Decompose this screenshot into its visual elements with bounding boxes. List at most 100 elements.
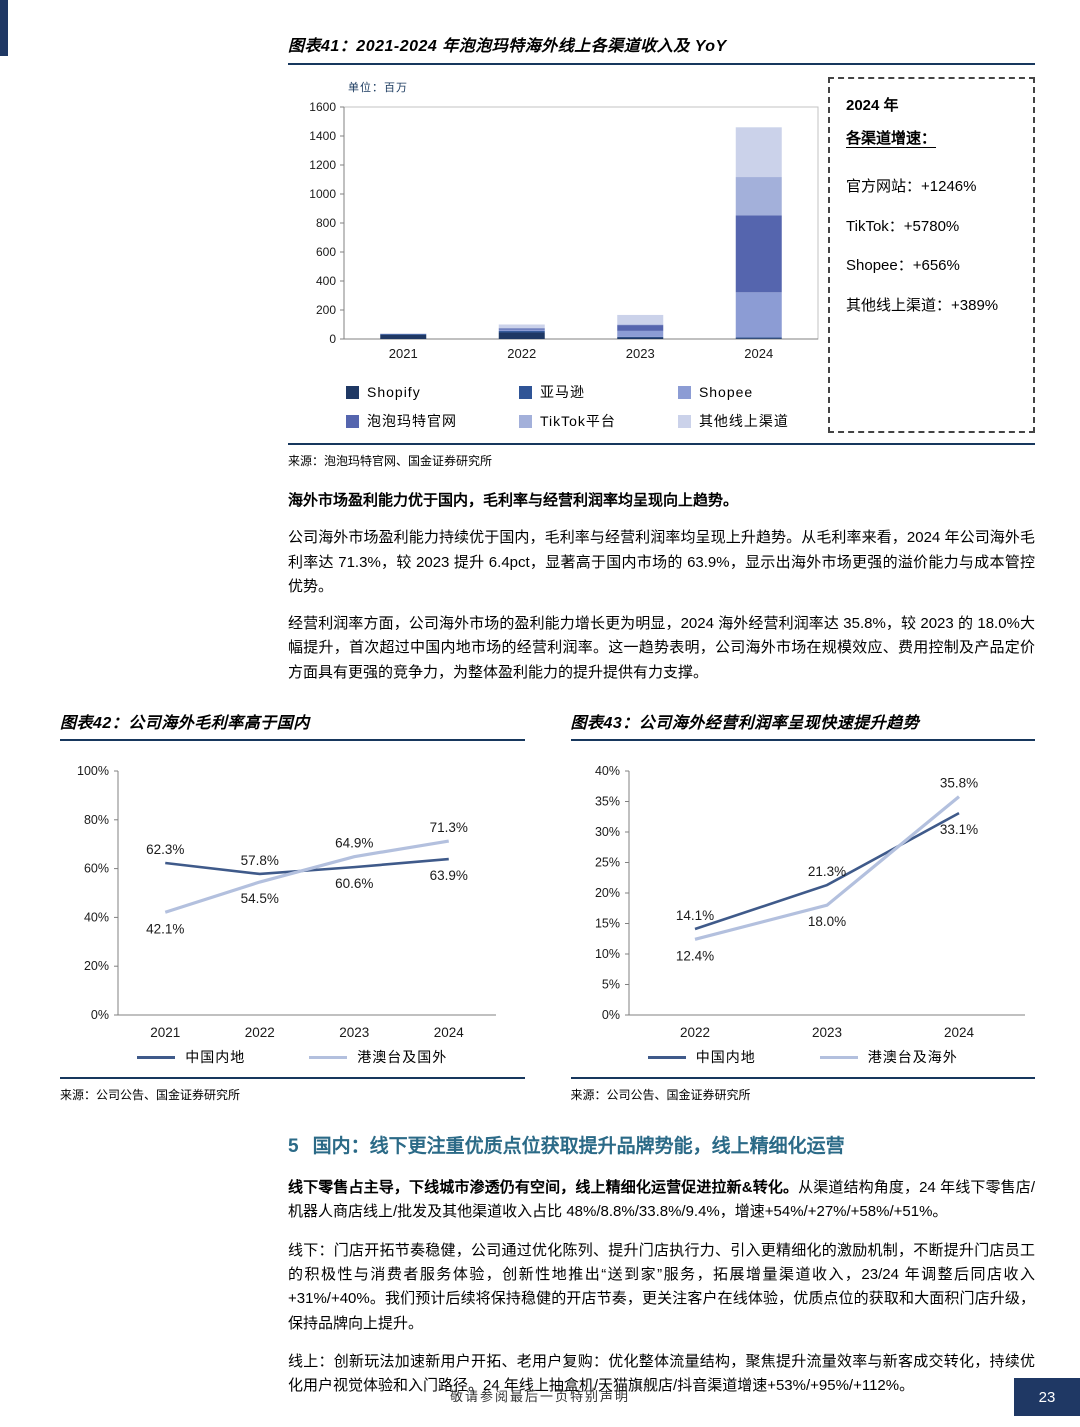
svg-text:25%: 25% (594, 856, 619, 870)
legend-label: 中国内地 (185, 1049, 246, 1066)
legend-line-swatch (819, 1055, 858, 1059)
section-number: 5 (288, 1136, 299, 1158)
svg-text:2024: 2024 (744, 346, 773, 361)
figures-42-43: 图表42：公司海外毛利率高于国内 0% 20% 40% 60% 80% 100% 2021 2… (60, 709, 1035, 1103)
footer-disclaimer: 敬请参阅最后一页特别声明 (449, 1389, 630, 1404)
svg-text:64.9%: 64.9% (335, 836, 373, 851)
analysis-text: 海外市场盈利能力优于国内，毛利率与经营利润率均呈现向上趋势。 公司海外市场盈利能… (288, 489, 1035, 685)
svg-text:40%: 40% (594, 764, 619, 778)
figure-41-body: 单位：百万 0 200 400 600 800 1000 1200 1400 1600 2021 2… (288, 77, 1035, 433)
legend-square-swatch (346, 414, 359, 428)
svg-text:40%: 40% (84, 910, 109, 924)
annotation-item: Shopee：+656% (846, 257, 960, 274)
svg-text:2022: 2022 (245, 1025, 275, 1040)
svg-text:0: 0 (329, 332, 336, 346)
legend-label: 泡泡玛特官网 (367, 413, 457, 429)
legend-label: Shopee (698, 384, 754, 400)
legend-line-swatch (137, 1055, 176, 1059)
legend-label: 其他线上渠道 (698, 413, 789, 429)
svg-text:2023: 2023 (339, 1025, 369, 1040)
chart41-canvas: 0 200 400 600 800 1000 1200 1400 1600 2021 2022 202… (309, 100, 819, 361)
svg-text:2024: 2024 (943, 1025, 974, 1040)
svg-text:2021: 2021 (389, 346, 418, 361)
svg-text:0%: 0% (601, 1008, 619, 1022)
svg-text:2021: 2021 (150, 1025, 180, 1040)
legend-label: TikTok平台 (540, 413, 616, 429)
figure-43-title: 图表43：公司海外经营利润率呈现快速提升趋势 (570, 715, 920, 733)
svg-text:60.6%: 60.6% (335, 876, 373, 891)
paragraph: 经营利润率方面，公司海外市场的盈利能力增长更为明显，2024 海外经营利润率达 … (288, 615, 1035, 681)
svg-text:80%: 80% (84, 813, 109, 827)
svg-text:2024: 2024 (434, 1025, 465, 1040)
svg-text:20%: 20% (594, 886, 619, 900)
svg-text:400: 400 (316, 274, 336, 288)
svg-text:5%: 5% (601, 978, 619, 992)
svg-text:54.5%: 54.5% (241, 891, 279, 906)
unit-label: 单位：百万 (348, 82, 408, 94)
svg-text:1400: 1400 (309, 129, 336, 143)
svg-text:42.1%: 42.1% (146, 921, 184, 936)
legend-label: 中国内地 (695, 1049, 756, 1066)
figure-41-bottom-rule (288, 443, 1035, 445)
chart41-legend: Shopify 亚马逊 Shopee 泡泡玛特官网 TikTok平台 其他线上渠道 (346, 382, 828, 431)
paragraph: 线下：门店开拓节奏稳健，公司通过优化陈列、提升门店执行力、引入更精细化的激励机制… (288, 1241, 1035, 1332)
svg-text:2022: 2022 (679, 1025, 709, 1040)
figure-41-title: 图表41：2021-2024 年泡泡玛特海外线上各渠道收入及 YoY (288, 38, 727, 55)
section-title: 国内：线下更注重优质点位获取提升品牌势能，线上精细化运营 (312, 1136, 845, 1158)
svg-text:800: 800 (316, 216, 336, 230)
legend-line-swatch (647, 1055, 686, 1059)
paragraph-lead-inline: 线下零售占主导，下线城市渗透仍有空间，线上精细化运营促进拉新&转化。 (288, 1179, 799, 1197)
svg-text:35.8%: 35.8% (939, 776, 977, 791)
legend-item: TikTok平台 (519, 411, 616, 431)
figure-43-title-rule (570, 739, 1035, 742)
legend-item: 中国内地 (647, 1047, 756, 1067)
svg-text:30%: 30% (594, 825, 619, 839)
svg-text:35%: 35% (594, 795, 619, 809)
legend-item: 港澳台及国外 (309, 1047, 447, 1067)
svg-text:21.3%: 21.3% (807, 864, 845, 879)
svg-text:62.3%: 62.3% (146, 842, 184, 857)
svg-text:33.1%: 33.1% (939, 822, 977, 837)
chart43-canvas: 0% 5% 10% 15% 20% 25% 30% 35% 40% 2022 2023 2024 14.… (594, 764, 1025, 1040)
svg-text:60%: 60% (84, 862, 109, 876)
annotation-item: 官方网站：+1246% (846, 178, 977, 195)
figure-43-source: 来源：公司公告、国金证券研究所 (570, 1088, 751, 1103)
legend-item: 港澳台及海外 (819, 1047, 958, 1067)
svg-text:200: 200 (316, 303, 336, 317)
chart43-legend: 中国内地 港澳台及海外 (571, 1047, 1036, 1067)
paragraph: 线上：创新玩法加速新用户开拓、老用户复购：优化整体流量结构，聚焦提升流量效率与新… (288, 1352, 1035, 1395)
svg-text:2022: 2022 (507, 346, 536, 361)
svg-text:1600: 1600 (309, 100, 336, 114)
legend-label: 港澳台及国外 (357, 1049, 448, 1066)
figure-42: 图表42：公司海外毛利率高于国内 0% 20% 40% 60% 80% 100% 2021 2… (60, 709, 525, 1103)
chart42-canvas: 0% 20% 40% 60% 80% 100% 2021 2022 2023 2024 62.3% 4… (77, 764, 496, 1040)
legend-label: 亚马逊 (540, 384, 585, 400)
page-corner-decoration (0, 0, 8, 56)
svg-text:10%: 10% (594, 947, 619, 961)
chart42-legend: 中国内地 港澳台及国外 (60, 1047, 525, 1067)
legend-item: 中国内地 (137, 1047, 245, 1067)
svg-text:2023: 2023 (626, 346, 655, 361)
section-5: 5 国内：线下更注重优质点位获取提升品牌势能，线上精细化运营 线下零售占主导，下线… (288, 1131, 1035, 1398)
svg-text:14.1%: 14.1% (675, 908, 713, 923)
legend-square-swatch (519, 414, 532, 428)
paragraph: 线下零售占主导，下线城市渗透仍有空间，线上精细化运营促进拉新&转化。从渠道结构角… (288, 1176, 1035, 1225)
svg-text:1200: 1200 (309, 158, 336, 172)
svg-text:18.0%: 18.0% (807, 914, 845, 929)
figure-41-title-rule (288, 63, 1035, 65)
legend-item: Shopee (677, 382, 789, 402)
svg-text:20%: 20% (84, 959, 109, 973)
legend-line-swatch (309, 1055, 348, 1059)
figure-41-source: 来源：泡泡玛特官网、国金证券研究所 (288, 454, 493, 468)
figure-42-title: 图表42：公司海外毛利率高于国内 (60, 715, 310, 733)
svg-text:15%: 15% (594, 917, 619, 931)
annotation-heading: 2024 年 (846, 97, 899, 114)
figure-41: 图表41：2021-2024 年泡泡玛特海外线上各渠道收入及 YoY 单位：百万… (288, 32, 1035, 469)
legend-label: Shopify (367, 384, 421, 400)
svg-text:57.8%: 57.8% (241, 853, 279, 868)
legend-item: 泡泡玛特官网 (346, 411, 457, 431)
legend-square-swatch (346, 385, 359, 399)
figure-42-bottom-rule (60, 1077, 525, 1080)
growth-annotation-box: 2024 年 各渠道增速： 官方网站：+1246% TikTok：+5780% … (828, 77, 1035, 433)
section-5-heading: 5 国内：线下更注重优质点位获取提升品牌势能，线上精细化运营 (288, 1131, 1035, 1158)
